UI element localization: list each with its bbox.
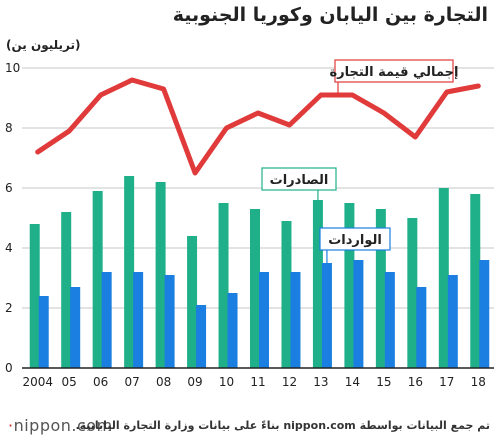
bar-imports <box>259 272 269 368</box>
bar-imports <box>416 287 427 368</box>
chart-title: التجارة بين اليابان وكوريا الجنوبية <box>172 4 488 26</box>
x-tick-label: 13 <box>313 375 328 389</box>
callout-exports: الصادرات <box>261 167 337 200</box>
total-line-series <box>35 77 481 176</box>
y-tick-label: 4 <box>5 241 13 255</box>
y-tick-label: 2 <box>5 301 13 315</box>
x-tick-label: 12 <box>282 375 297 389</box>
y-tick-label: 8 <box>5 121 13 135</box>
callout-imports-box <box>319 227 391 251</box>
bar-exports <box>407 218 418 368</box>
bar-exports <box>61 212 72 368</box>
callout-exports-label: الصادرات <box>270 173 329 188</box>
bar-imports <box>70 287 81 368</box>
bar-imports <box>227 293 238 368</box>
callout-exports-box <box>261 167 337 191</box>
bar-exports <box>92 191 103 368</box>
x-tick-label: 2004 <box>22 375 53 389</box>
x-tick-label: 14 <box>345 375 360 389</box>
callout-total: إجمالي قيمة التجارة <box>330 59 459 95</box>
x-tick-label: 05 <box>62 375 77 389</box>
y-tick-label: 10 <box>5 61 20 75</box>
bar-exports <box>438 188 449 368</box>
x-tick-label: 11 <box>250 375 265 389</box>
bar-imports <box>384 272 395 368</box>
bar-exports <box>250 209 260 368</box>
bar-imports <box>321 263 332 368</box>
source-note: تم جمع البيانات بواسطة nippon.com بناءً … <box>75 419 490 432</box>
y-tick-label: 6 <box>5 181 13 195</box>
x-tick-label: 08 <box>156 375 171 389</box>
x-tick-label: 16 <box>408 375 423 389</box>
x-tick-label: 06 <box>93 375 108 389</box>
bar-exports <box>124 176 135 368</box>
bar-imports <box>38 296 49 368</box>
callout-total-box <box>334 59 454 83</box>
bar-imports <box>447 275 458 368</box>
series-callouts: إجمالي قيمة التجارة الصادرات الواردات <box>261 59 459 263</box>
bar-exports <box>281 221 292 368</box>
callout-total-label: إجمالي قيمة التجارة <box>330 65 459 80</box>
x-tick-label: 15 <box>376 375 391 389</box>
x-tick-label: 09 <box>187 375 202 389</box>
callout-imports: الواردات <box>319 227 391 263</box>
x-tick-label: 18 <box>471 375 486 389</box>
bar-exports <box>375 209 386 368</box>
bar-imports <box>196 305 207 368</box>
bar-imports <box>133 272 144 368</box>
callout-imports-label: الواردات <box>328 233 382 248</box>
bar-exports <box>187 236 198 368</box>
bar-imports <box>290 272 301 368</box>
nippon-logo: ·nippon.com <box>8 416 113 435</box>
x-tick-label: 17 <box>439 375 454 389</box>
bar-exports <box>312 200 323 368</box>
bar-imports <box>164 275 175 368</box>
axes: 0 2 4 6 8 10 2004 05 06 07 08 09 10 11 12 13 14 15 16 17 18 <box>5 61 494 389</box>
bar-exports <box>155 182 166 368</box>
bar-imports <box>479 260 490 368</box>
y-tick-label: 0 <box>5 361 13 375</box>
bar-exports <box>29 224 40 368</box>
logo-text: nippon.com <box>13 416 113 435</box>
y-axis-unit-label: (تريليون ين) <box>6 38 81 52</box>
x-tick-label: 10 <box>219 375 234 389</box>
x-tick-label: 07 <box>124 375 139 389</box>
total-trade-line <box>35 77 481 176</box>
bar-exports <box>218 203 229 368</box>
bar-imports <box>353 260 364 368</box>
bar-imports <box>101 272 112 368</box>
bar-exports <box>470 194 481 368</box>
bar-exports <box>344 203 355 368</box>
bar-series <box>29 176 490 368</box>
